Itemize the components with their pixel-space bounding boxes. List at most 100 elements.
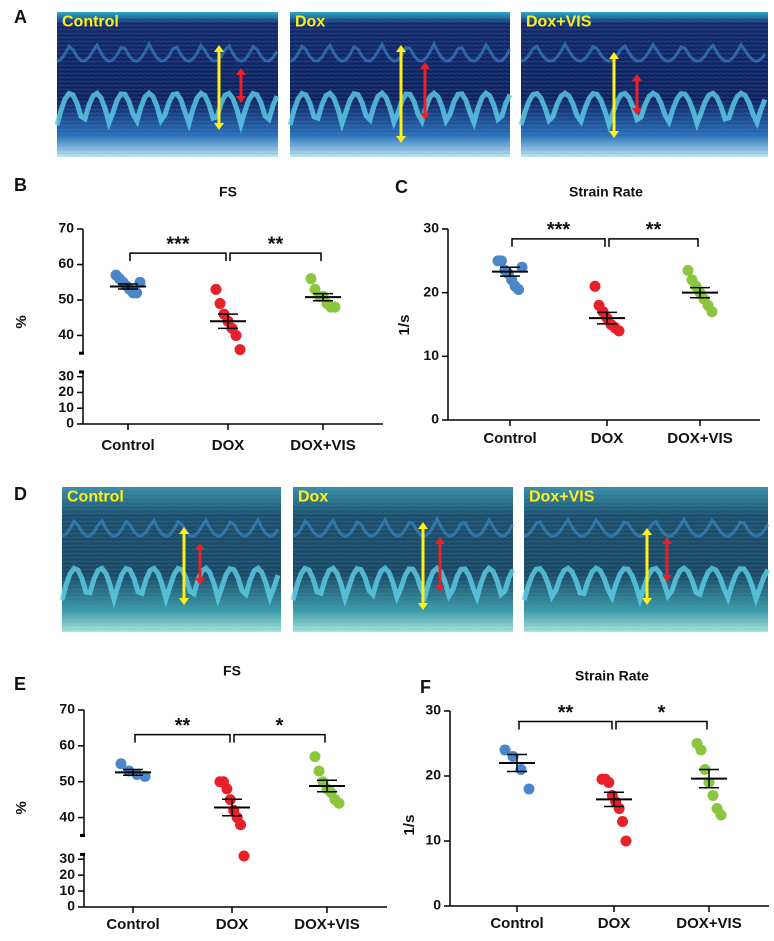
data-point bbox=[131, 287, 143, 299]
data-point bbox=[695, 744, 707, 756]
y-axis-label: % bbox=[13, 315, 30, 328]
y-axis-label: 1/s bbox=[401, 815, 418, 836]
data-point bbox=[333, 797, 345, 809]
arrow-head bbox=[179, 527, 189, 534]
arrow-head bbox=[195, 543, 205, 550]
arrow-head bbox=[642, 528, 652, 535]
y-tick-label: 0 bbox=[66, 415, 74, 431]
y-tick-label: 20 bbox=[423, 283, 439, 299]
data-point bbox=[235, 819, 247, 831]
panel-letter: B bbox=[14, 175, 27, 195]
data-point bbox=[134, 276, 146, 288]
significance-label: ** bbox=[175, 715, 191, 737]
arrow-head bbox=[396, 136, 406, 143]
arrow-head bbox=[609, 52, 619, 59]
data-point bbox=[589, 280, 601, 292]
data-point bbox=[523, 783, 535, 795]
y-tick-label: 0 bbox=[67, 898, 75, 914]
y-tick-label: 60 bbox=[58, 255, 74, 271]
image-label: Dox bbox=[298, 488, 328, 505]
arrow-head bbox=[236, 96, 246, 103]
data-point bbox=[707, 790, 719, 801]
data-point bbox=[221, 783, 233, 795]
chart-title: Strain Rate bbox=[569, 184, 643, 200]
x-tick-label: Control bbox=[483, 430, 536, 447]
arrow-head bbox=[632, 74, 642, 81]
significance-bracket bbox=[615, 720, 708, 730]
data-point bbox=[513, 283, 525, 295]
panel-letter: A bbox=[14, 7, 27, 27]
y-tick-label: 30 bbox=[58, 367, 74, 383]
x-tick-label: DOX+VIS bbox=[294, 916, 359, 933]
arrow-head bbox=[632, 108, 642, 115]
wall-echo bbox=[59, 564, 281, 609]
image-label: Dox bbox=[295, 13, 325, 30]
significance-label: * bbox=[276, 715, 284, 737]
arrow-head bbox=[195, 578, 205, 585]
arrow-head bbox=[420, 62, 430, 69]
image-label: Dox+VIS bbox=[529, 488, 595, 505]
arrow-head bbox=[418, 603, 428, 610]
image-label: Dox+VIS bbox=[526, 13, 592, 30]
y-tick-label: 60 bbox=[59, 737, 75, 753]
significance-bracket bbox=[233, 733, 326, 743]
arrow-head bbox=[179, 598, 189, 605]
y-tick-label: 10 bbox=[425, 832, 441, 848]
y-tick-label: 50 bbox=[59, 772, 75, 788]
wall-echo bbox=[61, 516, 280, 538]
x-tick-label: DOX bbox=[212, 437, 245, 454]
y-tick-label: 50 bbox=[58, 291, 74, 307]
data-point bbox=[309, 751, 321, 763]
wall-echo bbox=[518, 90, 768, 133]
arrow-head bbox=[396, 45, 406, 52]
data-point bbox=[682, 264, 694, 276]
significance-label: ** bbox=[646, 219, 662, 241]
data-point bbox=[238, 850, 250, 862]
y-tick-label: 30 bbox=[59, 850, 75, 866]
data-point bbox=[234, 344, 246, 356]
wall-echo bbox=[54, 89, 280, 134]
x-tick-label: DOX+VIS bbox=[676, 915, 741, 932]
arrow-head bbox=[662, 537, 672, 544]
data-point bbox=[139, 770, 151, 782]
data-point bbox=[305, 273, 317, 285]
significance-bracket bbox=[129, 252, 227, 262]
image-label: Control bbox=[62, 13, 119, 30]
chart-title: Strain Rate bbox=[575, 668, 649, 684]
wall-echo bbox=[56, 40, 279, 63]
data-point bbox=[617, 816, 629, 827]
significance-label: *** bbox=[547, 219, 571, 241]
x-tick-label: Control bbox=[106, 916, 159, 933]
data-point bbox=[329, 301, 341, 313]
wall-echo bbox=[290, 564, 516, 608]
arrow-head bbox=[642, 598, 652, 605]
chart-title: FS bbox=[219, 184, 237, 200]
data-point bbox=[516, 261, 528, 273]
echo-texture bbox=[57, 12, 278, 157]
y-tick-label: 70 bbox=[58, 220, 74, 236]
arrow-head bbox=[214, 123, 224, 130]
chart-title: FS bbox=[223, 663, 241, 679]
significance-bracket bbox=[134, 733, 231, 743]
panel-letter: D bbox=[14, 484, 27, 504]
x-tick-label: Control bbox=[101, 437, 154, 454]
x-tick-label: DOX bbox=[591, 430, 624, 447]
significance-bracket bbox=[518, 720, 613, 730]
x-tick-label: DOX bbox=[598, 915, 631, 932]
significance-bracket bbox=[608, 238, 699, 247]
panel-letter: F bbox=[420, 677, 431, 697]
data-point bbox=[499, 744, 511, 756]
y-tick-label: 20 bbox=[425, 767, 441, 783]
data-point bbox=[613, 325, 625, 337]
y-tick-label: 70 bbox=[59, 701, 75, 717]
x-tick-label: DOX+VIS bbox=[667, 430, 732, 447]
y-tick-label: 0 bbox=[431, 411, 439, 427]
data-point bbox=[313, 765, 325, 777]
significance-label: ** bbox=[558, 702, 574, 724]
y-tick-label: 40 bbox=[58, 326, 74, 342]
y-tick-label: 10 bbox=[59, 882, 75, 898]
data-point bbox=[507, 751, 519, 762]
significance-label: * bbox=[658, 702, 666, 724]
data-point bbox=[515, 764, 527, 775]
